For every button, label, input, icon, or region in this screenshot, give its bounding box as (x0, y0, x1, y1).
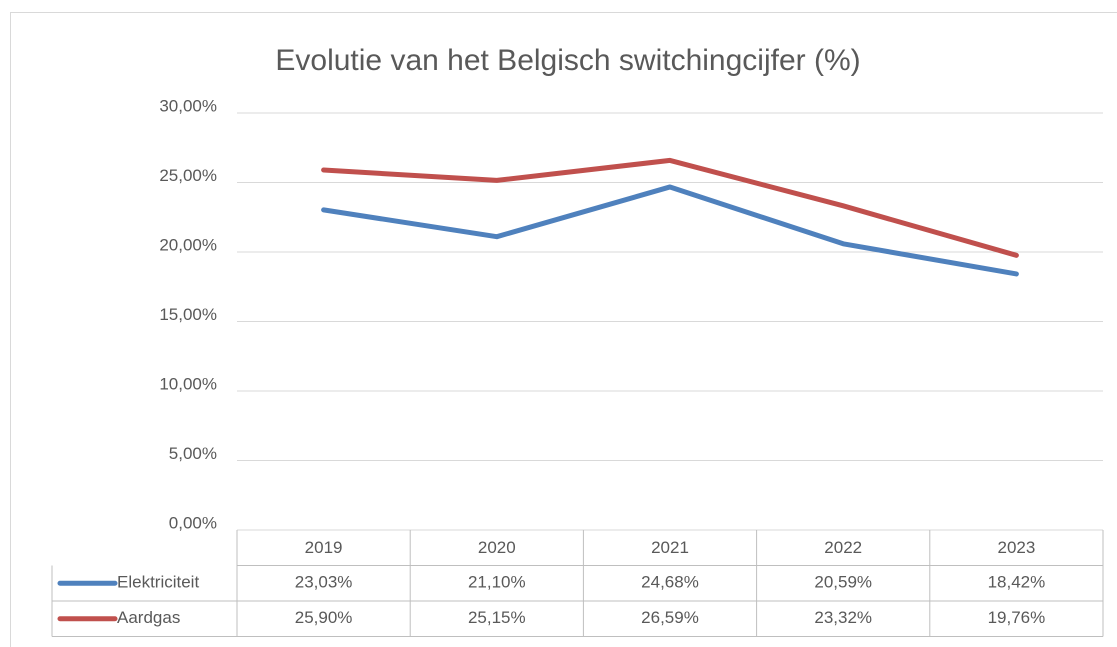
table-value: 23,32% (814, 608, 872, 627)
y-tick-label: 20,00% (159, 235, 217, 254)
y-tick-label: 0,00% (169, 513, 217, 532)
table-value: 21,10% (468, 573, 526, 592)
table-value: 24,68% (641, 573, 699, 592)
legend-label: Aardgas (117, 608, 180, 627)
x-tick-label: 2021 (651, 538, 689, 557)
y-tick-label: 15,00% (159, 305, 217, 324)
legend-label: Elektriciteit (117, 573, 199, 592)
chart-title: Evolutie van het Belgisch switchingcijfe… (275, 44, 860, 77)
series-line (321, 157, 1019, 258)
y-tick-label: 25,00% (159, 166, 217, 185)
chart-border (10, 12, 1117, 647)
y-tick-label: 10,00% (159, 374, 217, 393)
x-tick-label: 2020 (478, 538, 516, 557)
table-value: 19,76% (988, 608, 1046, 627)
table-value: 25,90% (295, 608, 353, 627)
table-value: 23,03% (295, 573, 353, 592)
x-tick-label: 2022 (824, 538, 862, 557)
table-value: 20,59% (814, 573, 872, 592)
y-tick-label: 5,00% (169, 444, 217, 463)
x-tick-label: 2019 (305, 538, 343, 557)
table-value: 26,59% (641, 608, 699, 627)
table-value: 25,15% (468, 608, 526, 627)
x-tick-label: 2023 (997, 538, 1035, 557)
table-value: 18,42% (988, 573, 1046, 592)
series-line (321, 184, 1019, 277)
y-tick-label: 30,00% (159, 96, 217, 115)
